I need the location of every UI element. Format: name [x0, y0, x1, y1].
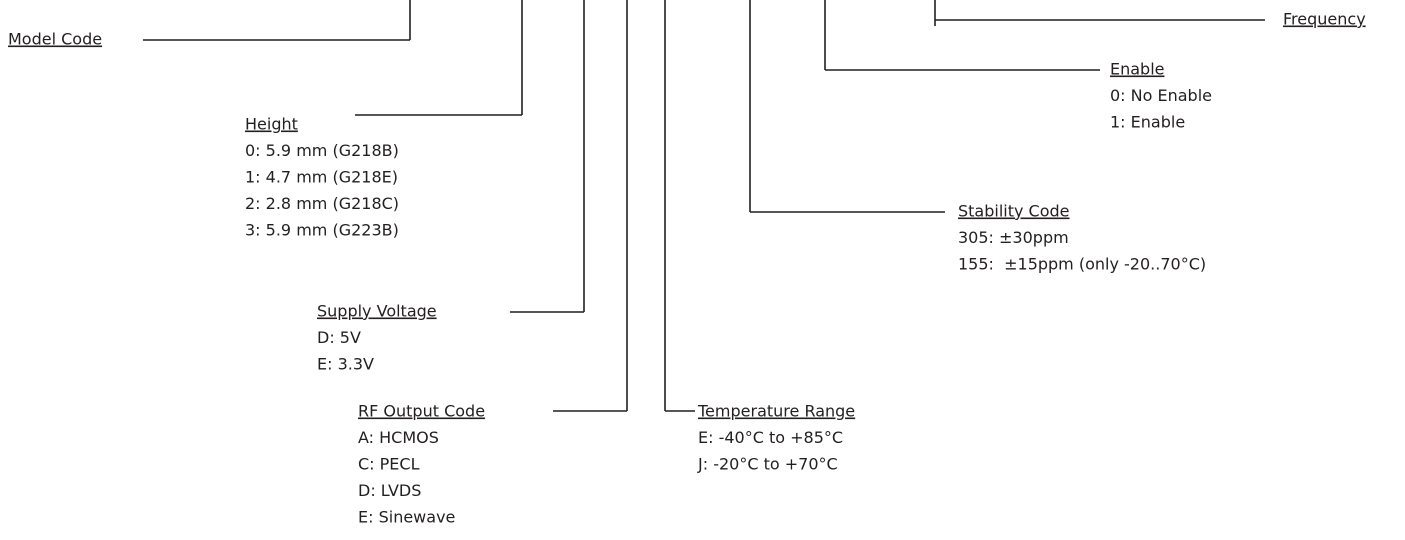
- field-option: J: -20°C to +70°C: [697, 455, 838, 474]
- field-option: A: HCMOS: [358, 428, 439, 447]
- field-option: 2: 2.8 mm (G218C): [245, 194, 399, 213]
- field-option: E: Sinewave: [358, 508, 455, 527]
- field-option: D: 5V: [317, 328, 361, 347]
- field-title: RF Output Code: [358, 402, 485, 421]
- field-title: Temperature Range: [697, 402, 855, 421]
- field-option: 3: 5.9 mm (G223B): [245, 221, 399, 240]
- field-title: Supply Voltage: [317, 302, 437, 321]
- field-title: Height: [245, 115, 298, 134]
- field-title: Stability Code: [958, 202, 1070, 221]
- field-option: E: -40°C to +85°C: [698, 428, 843, 447]
- field-title: Frequency: [1283, 10, 1366, 29]
- field-option: D: LVDS: [358, 481, 421, 500]
- field-option: 1: Enable: [1110, 113, 1185, 132]
- field-option: 0: No Enable: [1110, 86, 1212, 105]
- field-option: 305: ±30ppm: [958, 228, 1069, 247]
- field-option: C: PECL: [358, 455, 420, 474]
- field-option: 1: 4.7 mm (G218E): [245, 168, 398, 187]
- connectors: [143, 0, 1265, 412]
- field-option: 155: ±15ppm (only -20..70°C): [958, 255, 1206, 274]
- field-title: Enable: [1110, 60, 1165, 79]
- field-option: 0: 5.9 mm (G218B): [245, 141, 399, 160]
- field-option: E: 3.3V: [317, 355, 374, 374]
- field-title: Model Code: [8, 30, 102, 49]
